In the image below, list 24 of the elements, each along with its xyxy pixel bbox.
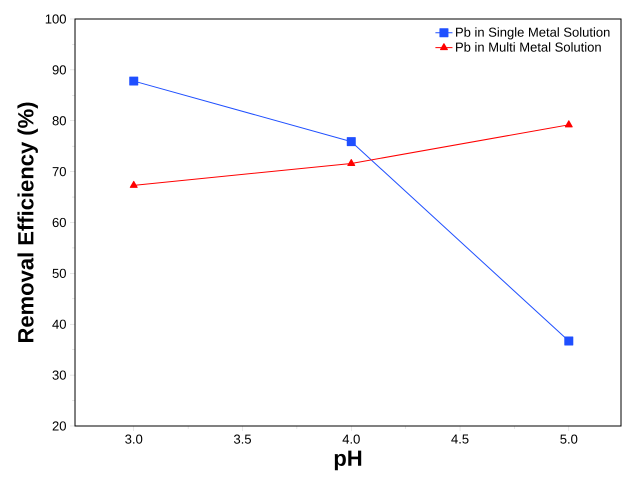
y-axis-title: Removal Efficiency (%) — [17, 102, 38, 342]
x-tick-label: 4.0 — [342, 434, 360, 444]
x-tick-label: 5.0 — [560, 434, 578, 444]
y-tick-label: 30 — [52, 370, 66, 380]
point — [129, 76, 138, 86]
x-tick-label: 4.5 — [451, 434, 469, 444]
x-tick-label: 3.5 — [234, 434, 251, 444]
y-tick-label: 50 — [52, 268, 66, 278]
y-tick-label: 20 — [52, 421, 66, 431]
point — [346, 137, 356, 146]
y-tick-label: 90 — [52, 65, 66, 74]
point — [564, 336, 574, 346]
y-tick-label: 80 — [52, 116, 66, 126]
x-axis-title: pH — [334, 450, 362, 470]
point — [564, 120, 573, 128]
y-tick-label: 100 — [46, 14, 66, 24]
legend-label: Pb in Multi Metal Solution — [456, 42, 601, 52]
point — [347, 158, 356, 166]
y-tick-label: 60 — [52, 218, 66, 228]
y-tick-label: 70 — [52, 167, 66, 176]
legend-label: Pb in Single Metal Solution — [456, 27, 610, 40]
point — [130, 180, 138, 188]
y-tick-label: 40 — [52, 320, 66, 329]
x-tick-label: 3.0 — [125, 434, 142, 444]
